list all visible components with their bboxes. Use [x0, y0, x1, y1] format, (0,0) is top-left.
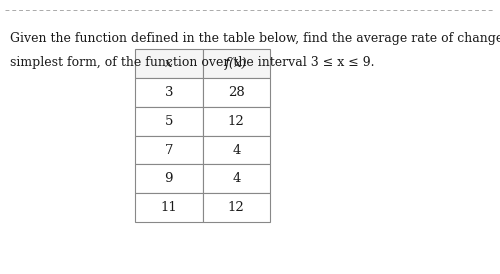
FancyBboxPatch shape [202, 136, 270, 164]
Text: 11: 11 [160, 201, 177, 214]
Text: 5: 5 [164, 115, 173, 128]
FancyBboxPatch shape [135, 49, 202, 78]
FancyBboxPatch shape [135, 78, 202, 107]
Text: 12: 12 [228, 201, 244, 214]
FancyBboxPatch shape [135, 107, 202, 136]
Text: 28: 28 [228, 86, 244, 99]
Text: Given the function defined in the table below, find the average rate of change, : Given the function defined in the table … [10, 32, 500, 44]
FancyBboxPatch shape [202, 49, 270, 78]
FancyBboxPatch shape [202, 164, 270, 193]
Text: f(x): f(x) [225, 57, 248, 70]
Text: 4: 4 [232, 144, 240, 156]
Text: 7: 7 [164, 144, 173, 156]
Text: 9: 9 [164, 172, 173, 185]
Text: x: x [165, 57, 172, 70]
FancyBboxPatch shape [135, 136, 202, 164]
Text: 4: 4 [232, 172, 240, 185]
Text: simplest form, of the function over the interval 3 ≤ x ≤ 9.: simplest form, of the function over the … [10, 56, 374, 69]
FancyBboxPatch shape [202, 193, 270, 222]
FancyBboxPatch shape [202, 107, 270, 136]
FancyBboxPatch shape [135, 164, 202, 193]
Text: 3: 3 [164, 86, 173, 99]
FancyBboxPatch shape [202, 78, 270, 107]
FancyBboxPatch shape [135, 193, 202, 222]
Text: 12: 12 [228, 115, 244, 128]
